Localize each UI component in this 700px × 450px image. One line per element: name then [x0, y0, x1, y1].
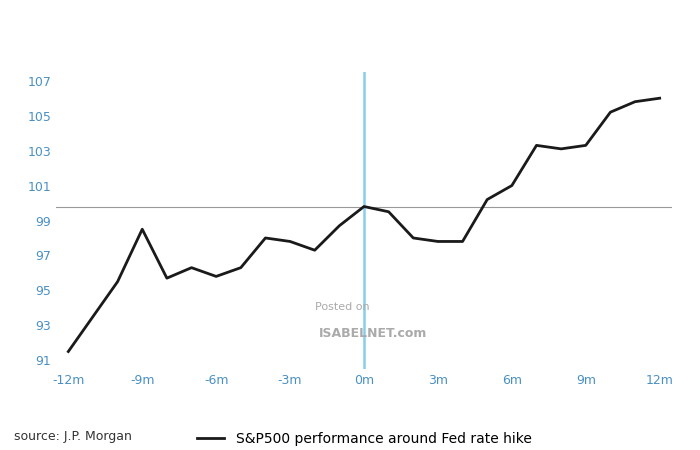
- Text: ISABELNET.com: ISABELNET.com: [319, 327, 428, 340]
- Text: S&P500 median performance around first  Fed hikes: S&P500 median performance around first F…: [0, 17, 700, 41]
- Text: source: J.P. Morgan: source: J.P. Morgan: [14, 430, 132, 443]
- Legend: S&P500 performance around Fed rate hike: S&P500 performance around Fed rate hike: [191, 426, 537, 450]
- Text: Posted on: Posted on: [315, 302, 370, 312]
